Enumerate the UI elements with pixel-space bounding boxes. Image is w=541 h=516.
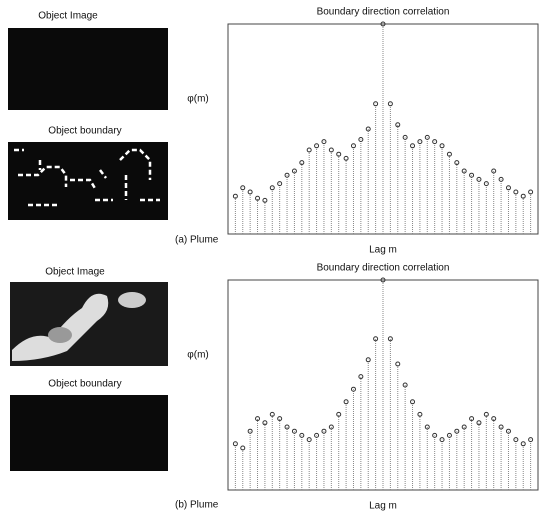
figure: Object Image Object boundary (a) Plume O… [0,0,541,516]
caption: (a) Plume [175,235,219,246]
image-title: Object Image [45,267,105,278]
x-axis-label: Lag m [369,245,397,256]
boundary-title: Object boundary [48,379,121,390]
chart-title: Boundary direction correlation [317,7,450,18]
object-image [10,282,168,366]
image-title: Object Image [38,11,98,22]
object-boundary [10,395,168,471]
boundary-title: Object boundary [48,126,121,137]
caption: (b) Plume [175,500,219,511]
x-axis-label: Lag m [369,501,397,512]
chart-title: Boundary direction correlation [317,263,450,274]
y-axis-label: φ(m) [187,94,208,105]
object-image [8,28,168,110]
y-axis-label: φ(m) [187,350,208,361]
object-boundary [8,142,168,220]
